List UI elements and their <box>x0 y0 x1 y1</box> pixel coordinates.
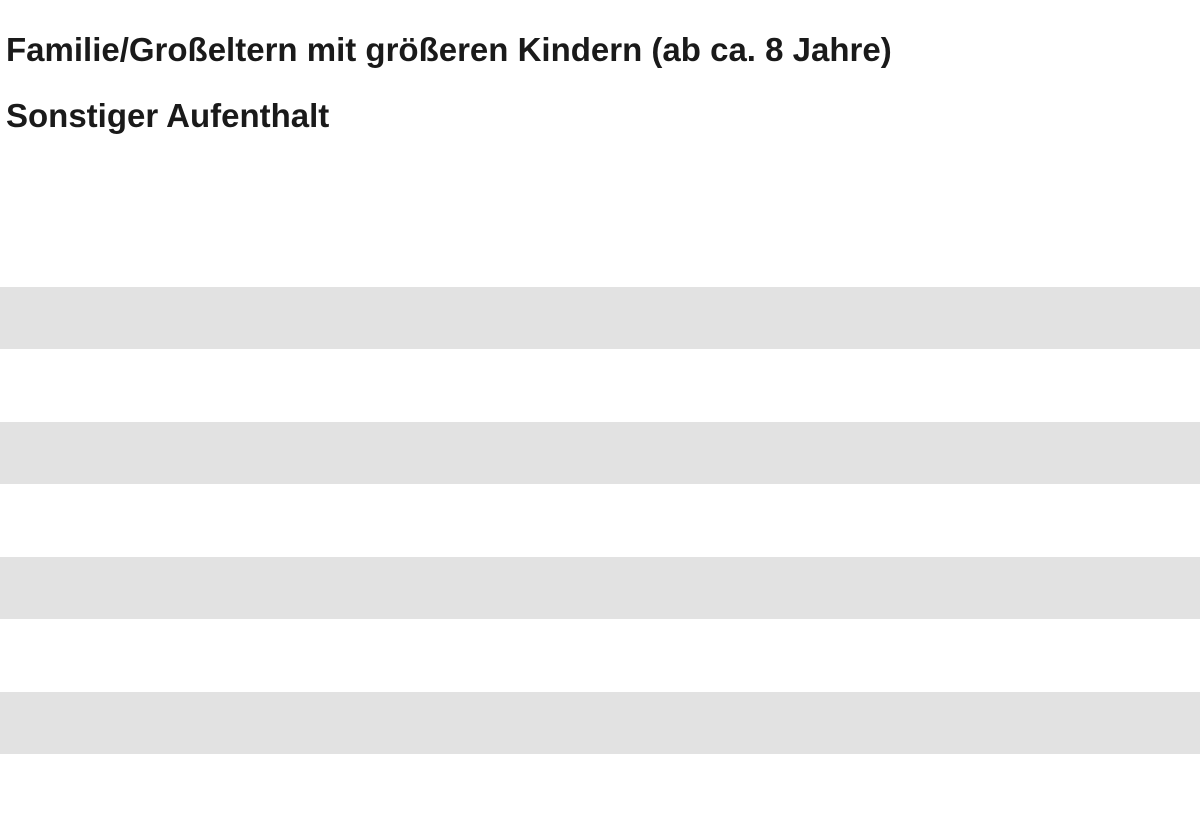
option-other-stay[interactable]: Sonstiger Aufenthalt <box>6 97 330 134</box>
list-row-placeholder <box>0 287 1200 349</box>
list-row-placeholder <box>0 692 1200 754</box>
option-family-grandparents-older-children[interactable]: Familie/Großeltern mit größeren Kindern … <box>6 31 892 68</box>
list-row-placeholder <box>0 422 1200 484</box>
list-row-placeholder <box>0 557 1200 619</box>
striped-rows <box>0 287 1200 827</box>
